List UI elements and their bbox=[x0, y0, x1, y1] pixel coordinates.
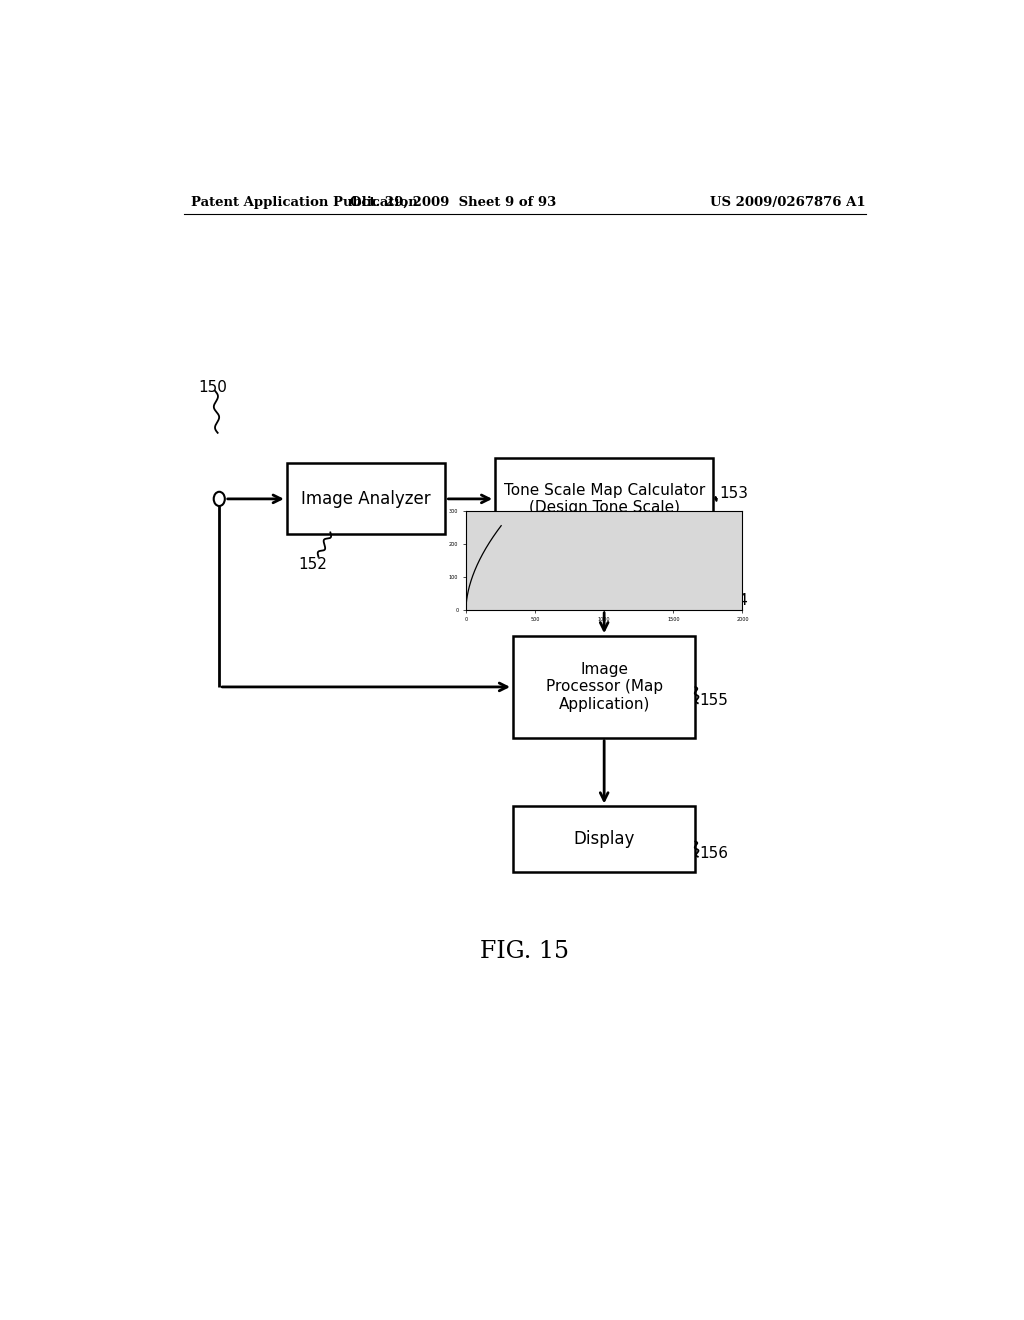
Text: 154: 154 bbox=[719, 593, 749, 609]
Text: Image
Processor (Map
Application): Image Processor (Map Application) bbox=[546, 663, 663, 711]
Text: Image Analyzer: Image Analyzer bbox=[301, 490, 431, 508]
Bar bbox=[287, 463, 445, 535]
Text: Oct. 29, 2009  Sheet 9 of 93: Oct. 29, 2009 Sheet 9 of 93 bbox=[350, 195, 556, 209]
Bar bbox=[495, 458, 714, 540]
Text: 156: 156 bbox=[699, 846, 728, 861]
Text: 150: 150 bbox=[198, 380, 226, 395]
Text: Display: Display bbox=[573, 830, 635, 849]
Text: Patent Application Publication: Patent Application Publication bbox=[191, 195, 418, 209]
Text: 155: 155 bbox=[699, 693, 728, 708]
Bar bbox=[513, 636, 695, 738]
Text: 153: 153 bbox=[719, 486, 749, 502]
Text: US 2009/0267876 A1: US 2009/0267876 A1 bbox=[711, 195, 866, 209]
Bar bbox=[513, 807, 695, 873]
Text: Tone Scale Map Calculator
(Design Tone Scale): Tone Scale Map Calculator (Design Tone S… bbox=[504, 483, 705, 515]
Text: FIG. 15: FIG. 15 bbox=[480, 940, 569, 962]
Text: 152: 152 bbox=[299, 557, 328, 573]
